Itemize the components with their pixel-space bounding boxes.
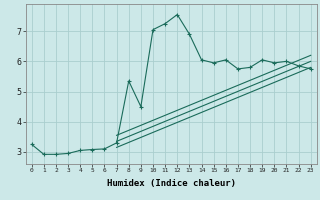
X-axis label: Humidex (Indice chaleur): Humidex (Indice chaleur) bbox=[107, 179, 236, 188]
